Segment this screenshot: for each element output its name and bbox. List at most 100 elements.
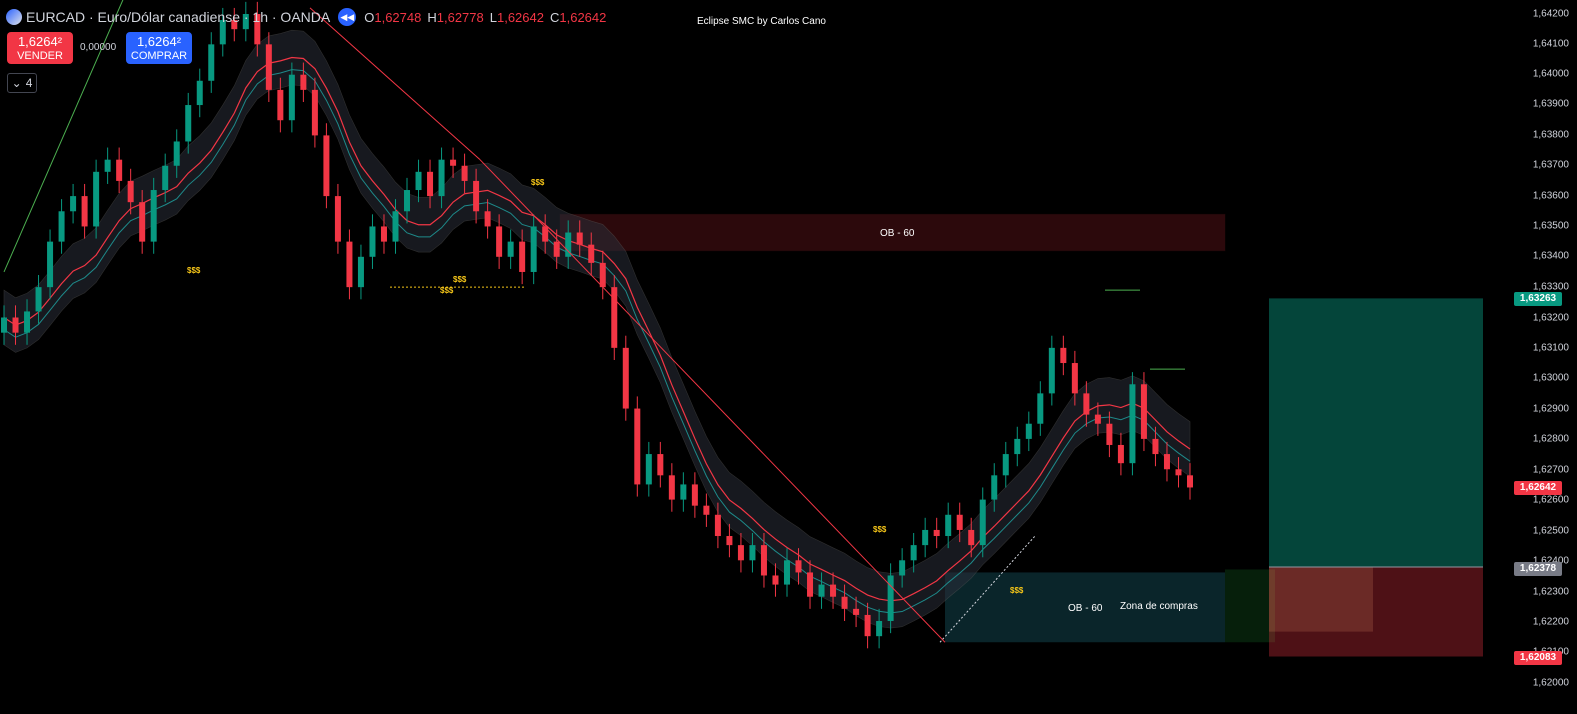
candle-body (438, 159, 445, 197)
candle-body (334, 196, 341, 242)
indicators-collapse-button[interactable]: ⌄ 4 (7, 73, 37, 93)
moving-average-teal-line (3, 69, 1191, 614)
trendline-down (309, 7, 481, 161)
price-tick: 1,63400 (1532, 250, 1569, 262)
buy-label: COMPRAR (130, 50, 188, 62)
candle-body (473, 180, 480, 212)
price-tick: 1,62400 (1532, 555, 1569, 567)
candle-body (760, 545, 767, 576)
candle-body (519, 241, 526, 272)
candle-body (1175, 469, 1182, 476)
candle-body (104, 159, 111, 172)
indicator-title[interactable]: Eclipse SMC by Carlos Cano (697, 16, 826, 27)
sell-price: 1,6264² (17, 34, 63, 49)
candle-body (933, 529, 940, 537)
candle-body (196, 80, 203, 106)
symbol-title[interactable]: EURCAD · Euro/Dólar canadiense · 1h · OA… (26, 9, 331, 25)
position-filled-zone (1269, 566, 1373, 632)
buy-zone-label: Zona de compras (1120, 601, 1198, 612)
candle-body (461, 165, 468, 181)
candle-body (392, 211, 399, 242)
candle-body (795, 560, 802, 573)
price-tick: 1,63600 (1532, 190, 1569, 202)
candle-body (1187, 475, 1193, 488)
candle-body (450, 159, 457, 166)
indicator-count: 4 (25, 76, 33, 90)
candle-body (369, 226, 376, 257)
candle-body (219, 20, 226, 45)
candle-body (922, 529, 929, 546)
price-tick: 1,63300 (1532, 281, 1569, 293)
price-tick: 1,62900 (1532, 403, 1569, 415)
candle-body (47, 241, 54, 288)
candle-body (979, 499, 986, 546)
candle-body (357, 256, 364, 288)
chart-header: EURCAD · Euro/Dólar canadiense · 1h · OA… (6, 6, 612, 28)
candle-body (783, 560, 790, 585)
candle-body (1117, 444, 1124, 464)
candle-body (876, 621, 883, 637)
candle-body (415, 171, 422, 191)
buy-zone-extension (1225, 569, 1275, 643)
candle-body (277, 89, 284, 121)
candle-body (542, 226, 549, 242)
candle-body (1014, 438, 1021, 455)
candle-body (380, 226, 387, 242)
price-tick: 1,63700 (1532, 159, 1569, 171)
ohlc-close: C1,62642 (549, 9, 607, 25)
candle-body (231, 20, 238, 30)
candle-body (427, 171, 434, 197)
candle-body (1048, 347, 1055, 394)
candle-body (1163, 454, 1170, 470)
candle-body (208, 44, 215, 81)
buy-button[interactable]: 1,6264² COMPRAR (126, 32, 192, 64)
price-tick: 1,62300 (1532, 586, 1569, 598)
candle-body (1037, 393, 1044, 424)
candle-body (622, 347, 629, 409)
price-tick: 1,64000 (1532, 68, 1569, 80)
sell-button[interactable]: 1,6264² VENDER (7, 32, 73, 64)
candle-body (1129, 384, 1136, 464)
candle-body (323, 135, 330, 197)
candle-body (945, 514, 952, 537)
candle-body (12, 317, 19, 333)
candle-body (864, 614, 871, 637)
candle-body (93, 171, 100, 227)
price-axis[interactable]: 1,64200 1,64100 1,64000 1,63900 1,63800 … (1508, 0, 1577, 714)
candle-body (346, 241, 353, 288)
rewind-icon[interactable]: ◀◀ (338, 8, 357, 26)
candle-body (254, 14, 261, 45)
candle-body (70, 196, 77, 212)
chevron-down-icon: ⌄ (11, 76, 22, 90)
price-tick: 1,62800 (1532, 433, 1569, 445)
candle-body (1060, 347, 1067, 364)
price-tick: 1,62000 (1532, 677, 1569, 689)
current-price-label: 1,62642 (1514, 481, 1562, 495)
candle-body (634, 408, 641, 485)
liquidity-label: $$$ (1010, 586, 1024, 595)
candle-body (830, 584, 837, 597)
candle-body (956, 514, 963, 530)
candle-body (599, 262, 606, 288)
candle-body (1106, 423, 1113, 445)
candle-body (162, 165, 169, 191)
price-tick: 1,63500 (1532, 220, 1569, 232)
candle-body (507, 241, 514, 257)
candle-body (24, 311, 31, 333)
target-price-label: 1,63263 (1514, 292, 1562, 306)
candle-body (657, 454, 664, 476)
price-chart[interactable] (0, 0, 1508, 714)
candle-body (1, 317, 7, 333)
moving-average-line (3, 56, 1191, 602)
candle-body (611, 287, 618, 348)
candle-body (910, 545, 917, 561)
ob-lower-label: OB - 60 (1068, 603, 1103, 614)
candle-body (139, 202, 146, 242)
price-tick: 1,62600 (1532, 494, 1569, 506)
candle-body (116, 159, 123, 181)
candle-body (691, 484, 698, 506)
candle-body (853, 608, 860, 615)
candle-body (288, 74, 295, 121)
candle-body (1071, 363, 1078, 394)
candle-body (127, 180, 134, 203)
